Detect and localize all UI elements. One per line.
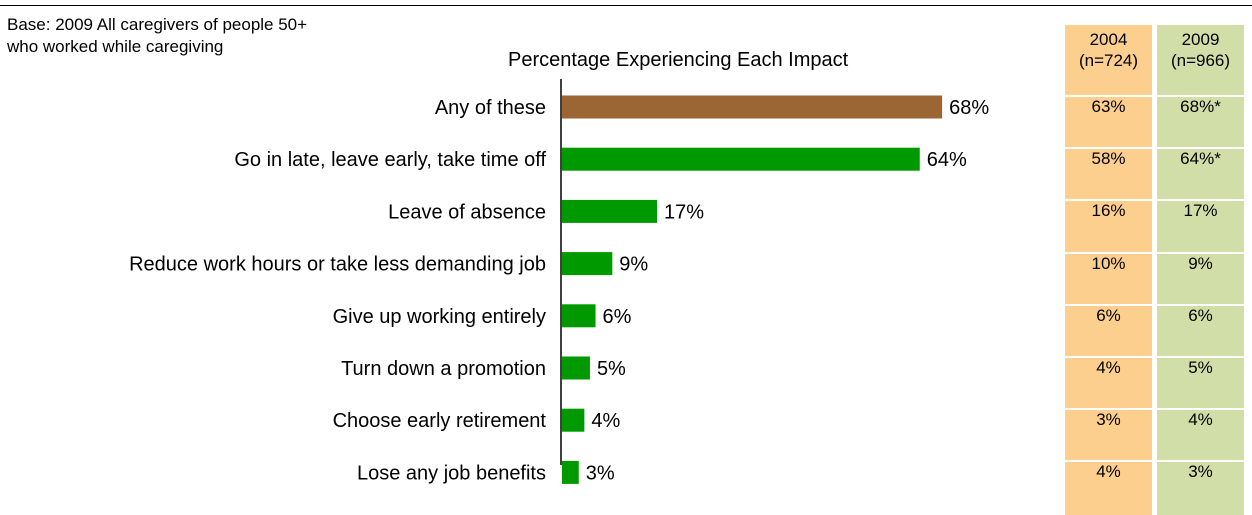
- cell-divider: [1065, 147, 1152, 150]
- cell-divider: [1065, 303, 1152, 306]
- column-n-2004: (n=724): [1078, 51, 1139, 70]
- value-label-choose-early-retirement: 4%: [591, 410, 620, 432]
- bar-any-of-these: [562, 95, 943, 119]
- table-cell-2009-choose-early-retirement: 4%: [1188, 410, 1213, 430]
- category-label-turn-down-a-promotion: Turn down a promotion: [341, 358, 546, 380]
- bar-choose-early-retirement: [562, 408, 585, 432]
- cell-divider: [1065, 95, 1152, 97]
- category-label-go-in-late-leave-early-take-time-off: Go in late, leave early, take time off: [234, 149, 546, 171]
- value-label-leave-of-absence: 17%: [664, 201, 704, 223]
- cell-divider: [1065, 356, 1152, 358]
- column-2009: 2009 (n=966) 68%* 64%* 17% 9% 6% 5% 4% 3%: [1157, 25, 1244, 515]
- bar-chart: Any of these 68% Go in late, leave early, …: [129, 79, 989, 484]
- category-label-leave-of-absence: Leave of absence: [388, 201, 546, 223]
- cell-divider: [1157, 356, 1244, 358]
- category-label-any-of-these: Any of these: [435, 97, 546, 119]
- table-cell-2009-turn-down-a-promotion: 5%: [1188, 358, 1213, 377]
- bar-lose-any-job-benefits: [562, 460, 579, 484]
- table-cell-2004-reduce-work-hours-or-take-less-demanding-job: 10%: [1091, 253, 1126, 273]
- cell-divider: [1065, 408, 1152, 411]
- table-cell-2004-lose-any-job-benefits: 4%: [1096, 462, 1121, 482]
- column-header-2004: 2004 (n=724): [1065, 29, 1152, 71]
- column-header-2009: 2009 (n=966): [1157, 29, 1244, 71]
- table-cell-2004-go-in-late-leave-early-take-time-off: 58%: [1091, 149, 1126, 169]
- value-label-any-of-these: 68%: [949, 97, 989, 119]
- table-cell-2004-leave-of-absence: 16%: [1091, 201, 1126, 221]
- cell-divider: [1157, 147, 1244, 150]
- category-label-reduce-work-hours-or-take-less-demanding-job: Reduce work hours or take less demanding…: [129, 254, 546, 276]
- bar-leave-of-absence: [562, 199, 658, 223]
- cell-divider: [1157, 408, 1244, 411]
- table-cell-2004-give-up-working-entirely: 6%: [1096, 305, 1121, 325]
- cell-divider: [1157, 460, 1244, 463]
- table-cell-2009-reduce-work-hours-or-take-less-demanding-job: 9%: [1188, 253, 1213, 273]
- value-label-go-in-late-leave-early-take-time-off: 64%: [927, 149, 967, 171]
- bar-go-in-late-leave-early-take-time-off: [562, 147, 920, 171]
- bar-give-up-working-entirely: [562, 304, 596, 328]
- category-label-give-up-working-entirely: Give up working entirely: [333, 306, 546, 328]
- table-cell-2009-go-in-late-leave-early-take-time-off: 64%*: [1180, 149, 1221, 169]
- bar-turn-down-a-promotion: [562, 356, 590, 380]
- value-label-reduce-work-hours-or-take-less-demanding-job: 9%: [619, 254, 648, 276]
- table-cell-2004-any-of-these: 63%: [1091, 97, 1126, 116]
- table-cell-2004-choose-early-retirement: 3%: [1096, 410, 1121, 430]
- table-cell-2004-turn-down-a-promotion: 4%: [1096, 358, 1121, 377]
- bar-reduce-work-hours-or-take-less-demanding-job: [562, 252, 613, 276]
- cell-divider: [1157, 95, 1244, 97]
- value-label-lose-any-job-benefits: 3%: [586, 462, 615, 484]
- column-year-2009: 2009: [1181, 30, 1220, 49]
- base-note: Base: 2009 All caregivers of people 50+ …: [7, 15, 308, 56]
- table-cell-2009-give-up-working-entirely: 6%: [1188, 305, 1213, 325]
- cell-divider: [1157, 251, 1244, 254]
- category-label-choose-early-retirement: Choose early retirement: [333, 410, 547, 432]
- top-rule: [0, 5, 1252, 6]
- value-label-give-up-working-entirely: 6%: [603, 306, 632, 328]
- column-2004: 2004 (n=724) 63% 58% 16% 10% 6% 4% 3% 4%: [1065, 25, 1152, 515]
- table-cell-2009-lose-any-job-benefits: 3%: [1188, 462, 1213, 482]
- table-cell-2009-leave-of-absence: 17%: [1183, 201, 1218, 221]
- cell-divider: [1157, 303, 1244, 306]
- cell-divider: [1065, 460, 1152, 463]
- value-label-turn-down-a-promotion: 5%: [597, 358, 626, 380]
- chart-title: Percentage Experiencing Each Impact: [508, 49, 849, 71]
- category-label-lose-any-job-benefits: Lose any job benefits: [357, 462, 546, 484]
- column-year-2004: 2004: [1089, 30, 1128, 49]
- column-n-2009: (n=966): [1170, 51, 1231, 70]
- cell-divider: [1065, 251, 1152, 254]
- cell-divider: [1065, 199, 1152, 202]
- cell-divider: [1157, 199, 1244, 202]
- table-cell-2009-any-of-these: 68%*: [1180, 97, 1221, 116]
